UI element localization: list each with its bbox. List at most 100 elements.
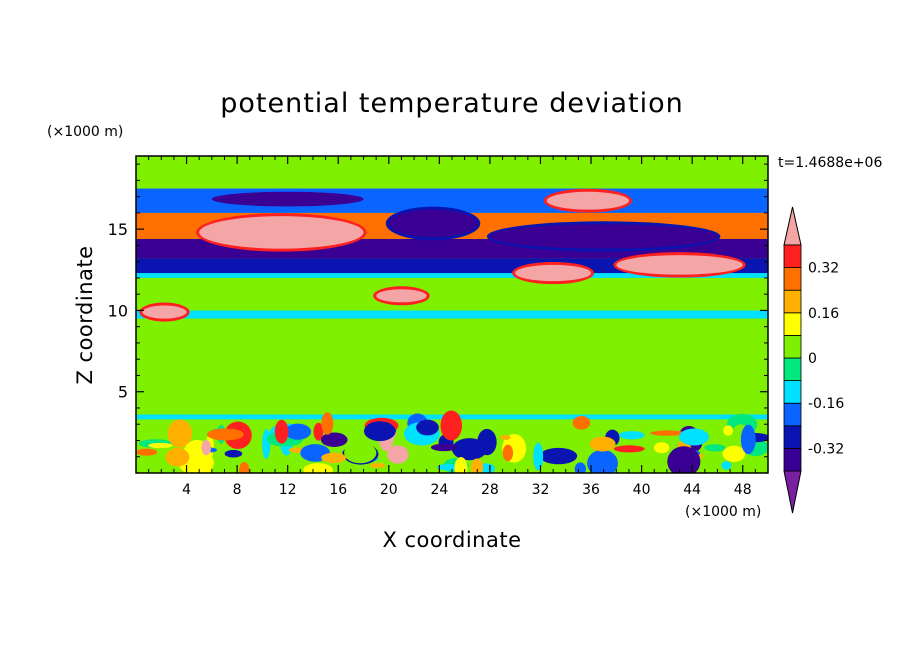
colorbar-segment-4 [783,357,802,382]
turbulence-patch-52 [206,428,244,441]
x-tick-label: 40 [633,482,651,498]
chart-title: potential temperature deviation [220,88,683,119]
colorbar-segment-6 [783,312,802,336]
band-3 [136,310,768,319]
turbulence-patch-75 [387,445,409,464]
turbulence-patch-24 [437,463,460,471]
turbulence-patch-86 [363,421,396,442]
turbulence-patch-55 [572,416,591,430]
feature-4 [388,209,478,238]
turbulence-patch-78 [416,419,439,436]
turbulence-patch-76 [678,428,710,446]
band-4 [136,277,768,311]
turbulence-patch-63 [321,452,347,464]
colorbar-segment-3 [783,380,802,404]
feature-3 [515,264,592,282]
turbulence-layer [136,410,768,473]
turbulence-patch-73 [721,461,732,470]
turbulence-patch-13 [653,442,670,454]
time-label: t=1.4688e+06 [778,155,882,171]
x-axis: 4 8 12 16 20 24 28 32 36 40 44 48 [148,156,756,498]
x-tick-label: 44 [683,482,701,498]
y-unit-label: (×1000 m) [47,124,123,140]
turbulence-patch-80 [201,440,212,456]
turbulence-patch-89 [740,424,756,455]
turbulence-patch-14 [587,449,618,473]
turbulence-patch-72 [165,447,190,467]
colorbar-segment-5 [783,334,802,359]
turbulence-patch-74 [224,449,243,458]
colorbar-segment-1 [783,425,802,449]
x-tick-label: 24 [430,482,448,498]
turbulence-patch-65 [430,443,458,452]
colorbar-label: 0.32 [808,261,839,277]
turbulence-patch-51 [723,425,734,436]
turbulence-patch-59 [704,444,726,452]
y-tick-label: 5 [118,383,128,402]
colorbar-segment-0 [783,447,802,472]
turbulence-patch-57 [589,436,616,452]
band-6 [136,258,768,274]
turbulence-patch-46 [167,419,193,448]
colorbar-segment-2 [783,402,802,427]
y-tick-label: 15 [108,220,128,239]
turbulence-patch-61 [344,442,377,464]
feature-1 [546,191,629,210]
band-2 [136,318,768,415]
feature-layer [139,188,746,322]
y-tick-label: 10 [108,301,128,320]
turbulence-patch-6 [539,447,578,465]
colorbar-segment-8 [783,267,802,291]
x-tick-label: 28 [481,482,499,498]
x-tick-label: 8 [233,482,242,498]
x-tick-label: 32 [532,482,550,498]
turbulence-patch-56 [477,428,497,456]
turbulence-patch-54 [619,431,645,440]
x-axis-label: X coordinate [382,528,521,552]
turbulence-patch-36 [402,455,428,473]
plot-area [136,156,768,473]
x-tick-label: 48 [734,482,752,498]
x-tick-label: 20 [380,482,398,498]
feature-0 [199,216,364,249]
x-tick-label: 36 [582,482,600,498]
feature-5 [489,224,718,249]
turbulence-patch-26 [239,462,250,473]
colorbar-label: 0.16 [808,306,839,322]
turbulence-patch-33 [440,410,463,441]
colorbar-segment-9 [783,244,802,269]
colorbar-segment-7 [783,289,802,314]
x-unit-label: (×1000 m) [685,504,761,520]
band-5 [136,273,768,278]
x-tick-label: 4 [182,482,191,498]
colorbar-label: -0.16 [808,396,844,412]
turbulence-patch-69 [320,432,348,447]
turbulence-patch-2 [313,422,324,441]
turbulence-patch-81 [303,463,333,473]
feature-2 [616,255,743,275]
turbulence-patch-87 [502,444,514,462]
turbulence-patch-4 [232,463,270,472]
x-tick-label: 16 [329,482,347,498]
colorbar-label: -0.32 [808,441,844,457]
turbulence-patch-64 [500,435,511,440]
y-axis-label: Z coordinate [73,245,97,384]
feature-7 [142,305,187,319]
colorbar-extend-top [783,206,802,246]
x-tick-label: 12 [279,482,297,498]
turbulence-patch-70 [321,412,334,435]
turbulence-patch-18 [136,448,158,456]
turbulence-patch-12 [722,445,746,463]
band-10 [136,156,768,189]
turbulence-patch-68 [650,430,686,436]
colorbar-extend-bottom [783,470,802,514]
turbulence-patch-82 [148,442,173,449]
turbulence-patch-62 [470,458,484,473]
turbulence-patch-29 [533,442,544,471]
colorbar-label: 0 [808,351,817,367]
turbulence-patch-83 [613,445,645,453]
turbulence-patch-88 [370,462,386,468]
turbulence-patch-77 [284,423,312,440]
turbulence-patch-71 [574,462,586,473]
